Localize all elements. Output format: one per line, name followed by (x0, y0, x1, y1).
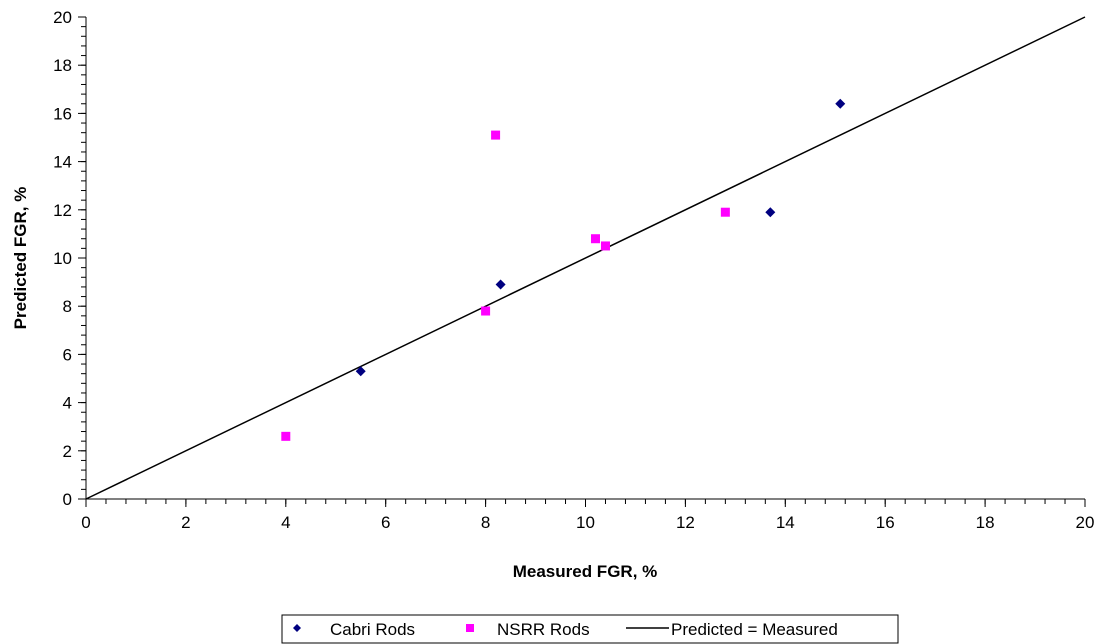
y-tick-label: 10 (53, 249, 72, 268)
x-tick-label: 0 (81, 513, 90, 532)
y-tick-label: 8 (63, 297, 72, 316)
x-tick-label: 8 (481, 513, 490, 532)
nsrr-rods-point (600, 241, 610, 251)
nsrr-rods-point (720, 207, 730, 217)
nsrr-rods-point (281, 431, 291, 441)
x-tick-label: 16 (876, 513, 895, 532)
x-tick-label: 6 (381, 513, 390, 532)
reference-layer (85, 16, 1086, 500)
legend: Cabri Rods NSRR Rods Predicted = Measure… (281, 614, 899, 644)
x-tick-label: 10 (576, 513, 595, 532)
legend-box (281, 614, 899, 644)
y-tick-label: 16 (53, 104, 72, 123)
nsrr-rods-point (491, 130, 501, 140)
y-tick-label: 20 (53, 8, 72, 27)
x-tick-label: 18 (976, 513, 995, 532)
y-tick-label: 12 (53, 201, 72, 220)
legend-label-nsrr-rods: NSRR Rods (497, 620, 590, 639)
cabri-rods-point (765, 207, 776, 218)
legend-marker-nsrr-rods (466, 624, 474, 632)
cabri-rods-point (495, 279, 506, 290)
ticks-layer: 0 2 4 6 8 10 12 14 16 18 20 0 2 4 6 8 10 12 14 16 18 20 (53, 8, 1094, 532)
legend-marker-cabri-rods (293, 624, 301, 632)
legend-label-cabri-rods: Cabri Rods (330, 620, 415, 639)
cabri-rods-point (355, 366, 366, 377)
reference-line (85, 16, 1086, 500)
x-axis-title: Measured FGR, % (513, 562, 658, 581)
y-axis-title: Predicted FGR, % (11, 187, 30, 330)
cabri-rods-point (835, 98, 846, 109)
x-tick-label: 12 (676, 513, 695, 532)
legend-label-predicted-measured: Predicted = Measured (671, 620, 838, 639)
nsrr-rods-point (481, 306, 491, 316)
y-tick-label: 18 (53, 56, 72, 75)
x-tick-label: 4 (281, 513, 290, 532)
y-tick-label: 14 (53, 153, 72, 172)
x-tick-label: 2 (181, 513, 190, 532)
y-tick-label: 0 (63, 490, 72, 509)
y-tick-label: 2 (63, 442, 72, 461)
points-layer (281, 98, 846, 441)
nsrr-rods-point (590, 234, 600, 244)
x-tick-label: 14 (776, 513, 795, 532)
x-tick-label: 20 (1076, 513, 1095, 532)
y-tick-label: 6 (63, 345, 72, 364)
y-tick-label: 4 (63, 394, 72, 413)
